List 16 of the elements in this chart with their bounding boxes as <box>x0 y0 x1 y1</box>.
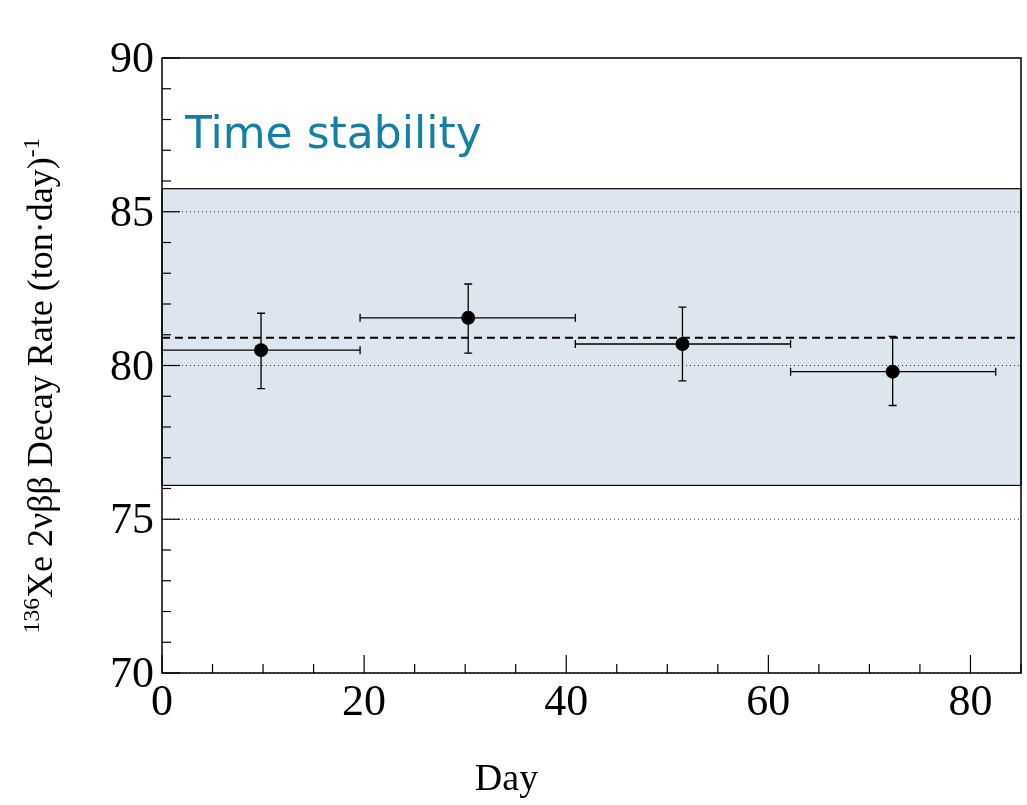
point <box>461 310 476 325</box>
y-tick-label: 75 <box>110 494 154 544</box>
y-tick-label: 90 <box>110 33 154 82</box>
point <box>675 336 690 351</box>
x-tick-label: 0 <box>151 676 173 725</box>
x-tick-label: 20 <box>342 676 387 725</box>
x-axis-title: Day <box>474 756 539 798</box>
x-tick-label: 40 <box>544 676 589 725</box>
x-tick-label: 80 <box>948 676 993 725</box>
y-tick-label: 80 <box>110 340 154 390</box>
text: Time stability <box>184 107 482 158</box>
y-tick-label: 70 <box>110 648 154 697</box>
x-tick-label: 60 <box>746 676 791 725</box>
point <box>254 343 269 358</box>
point <box>885 364 900 379</box>
y-tick-label: 85 <box>110 186 154 236</box>
